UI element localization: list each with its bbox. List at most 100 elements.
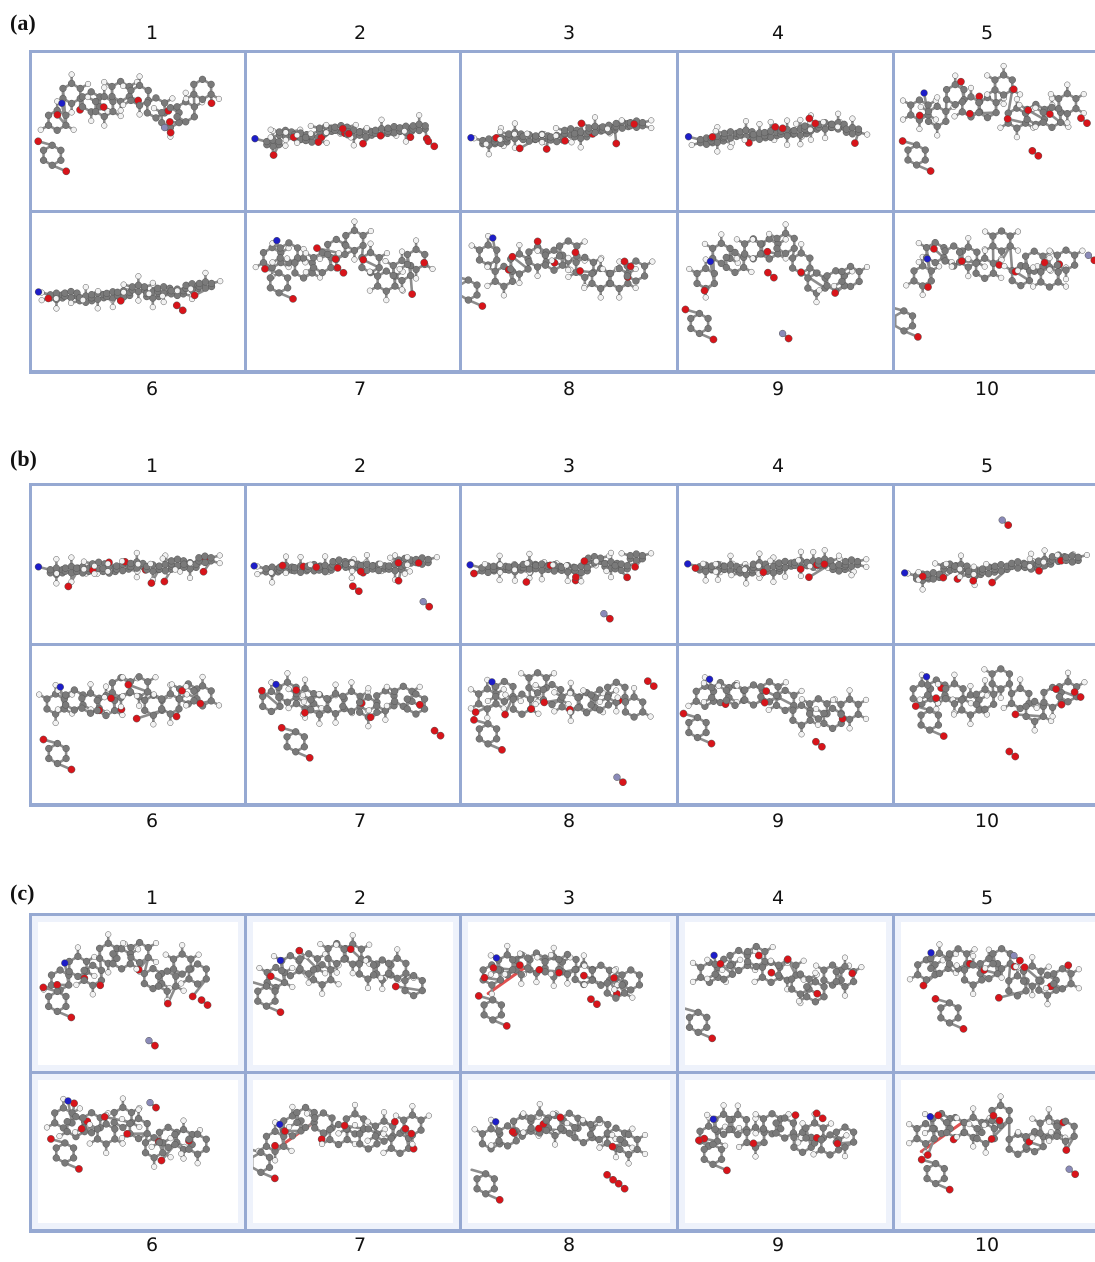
carbon-atom	[1022, 253, 1029, 260]
carbon-atom	[557, 686, 564, 693]
carbon-atom	[1064, 90, 1071, 97]
oxygen-atom	[682, 306, 689, 313]
oxygen-atom	[306, 754, 313, 761]
hydrogen-atom	[402, 128, 408, 134]
hydrogen-atom	[497, 137, 503, 143]
carbon-atom	[342, 251, 349, 258]
carbon-atom	[322, 562, 329, 569]
hydrogen-atom	[137, 74, 143, 80]
frame-number: 5	[967, 887, 1007, 909]
carbon-atom	[158, 696, 165, 703]
oxygen-atom	[785, 335, 792, 342]
hydrogen-atom	[54, 306, 60, 312]
hydrogen-atom	[799, 732, 805, 738]
carbon-atom	[40, 147, 47, 154]
structure-grid	[29, 483, 1095, 807]
hydrogen-atom	[701, 680, 707, 686]
hydrogen-atom	[648, 118, 654, 124]
carbon-atom	[855, 701, 862, 708]
carbon-atom	[208, 697, 215, 704]
oxygen-atom	[501, 711, 508, 718]
carbon-atom	[627, 552, 634, 559]
hydrogen-atom	[1050, 714, 1056, 720]
hydrogen-atom	[469, 243, 475, 249]
hydrogen-atom	[349, 575, 355, 581]
hydrogen-atom	[766, 231, 772, 237]
carbon-atom	[187, 566, 194, 573]
oxygen-atom	[40, 736, 47, 743]
nitrogen-atom	[489, 235, 496, 242]
carbon-atom	[505, 131, 512, 138]
carbon-atom	[404, 706, 411, 713]
hydrogen-atom	[822, 135, 828, 141]
structure-frame	[247, 213, 459, 370]
structure-frame	[462, 486, 676, 643]
oxygen-atom	[940, 732, 947, 739]
carbon-atom	[307, 696, 314, 703]
hydrogen-atom	[501, 687, 507, 693]
carbon-atom	[934, 103, 941, 110]
carbon-atom	[1031, 248, 1038, 255]
hydrogen-atom	[183, 703, 189, 709]
hydrogen-atom	[943, 561, 949, 567]
hydrogen-atom	[650, 259, 656, 265]
frame-number: 10	[967, 378, 1007, 400]
carbon-atom	[1054, 262, 1061, 269]
hydrogen-atom	[349, 568, 355, 574]
carbon-atom	[1063, 554, 1070, 561]
carbon-atom	[750, 131, 757, 138]
hydrogen-atom	[283, 570, 289, 576]
hydrogen-atom	[742, 567, 748, 573]
oxygen-atom	[805, 574, 812, 581]
carbon-atom	[551, 247, 558, 254]
carbon-atom	[89, 962, 96, 969]
metal-atom	[1085, 252, 1092, 259]
oxygen-atom	[572, 573, 579, 580]
bond	[194, 84, 195, 116]
carbon-atom	[501, 678, 508, 685]
hydrogen-atom	[847, 688, 853, 694]
hydrogen-atom	[1080, 248, 1086, 254]
oxygen-atom	[561, 137, 568, 144]
oxygen-atom	[289, 295, 296, 302]
carbon-atom	[68, 100, 75, 107]
carbon-atom	[509, 278, 516, 285]
oxygen-atom	[919, 573, 926, 580]
frame-number: 5	[967, 455, 1007, 477]
carbon-atom	[526, 566, 533, 573]
hydrogen-atom	[701, 699, 707, 705]
carbon-atom	[935, 722, 942, 729]
hydrogen-atom	[300, 692, 306, 698]
carbon-atom	[186, 976, 193, 983]
carbon-atom	[74, 973, 81, 980]
carbon-atom	[639, 699, 646, 706]
hydrogen-atom	[984, 73, 990, 79]
hydrogen-atom	[983, 561, 989, 567]
carbon-atom	[770, 569, 777, 576]
carbon-atom	[767, 134, 774, 141]
carbon-atom	[63, 993, 70, 1000]
carbon-atom	[784, 132, 791, 139]
carbon-atom	[168, 557, 175, 564]
carbon-atom	[1014, 558, 1021, 565]
hydrogen-atom	[168, 720, 174, 726]
oxygen-atom	[133, 715, 140, 722]
carbon-atom	[113, 563, 120, 570]
carbon-atom	[519, 711, 526, 718]
carbon-atom	[789, 265, 796, 272]
carbon-atom	[926, 727, 933, 734]
carbon-atom	[846, 716, 853, 723]
carbon-atom	[330, 558, 337, 565]
hydrogen-atom	[949, 264, 955, 270]
carbon-atom	[1064, 110, 1071, 117]
hydrogen-atom	[920, 292, 926, 298]
oxygen-atom	[1010, 86, 1017, 93]
carbon-atom	[474, 282, 481, 289]
carbon-atom	[838, 268, 845, 275]
carbon-atom	[741, 250, 748, 257]
carbon-atom	[943, 86, 950, 93]
carbon-atom	[268, 688, 275, 695]
hydrogen-atom	[713, 128, 719, 134]
carbon-atom	[194, 981, 201, 988]
carbon-atom	[703, 719, 710, 726]
